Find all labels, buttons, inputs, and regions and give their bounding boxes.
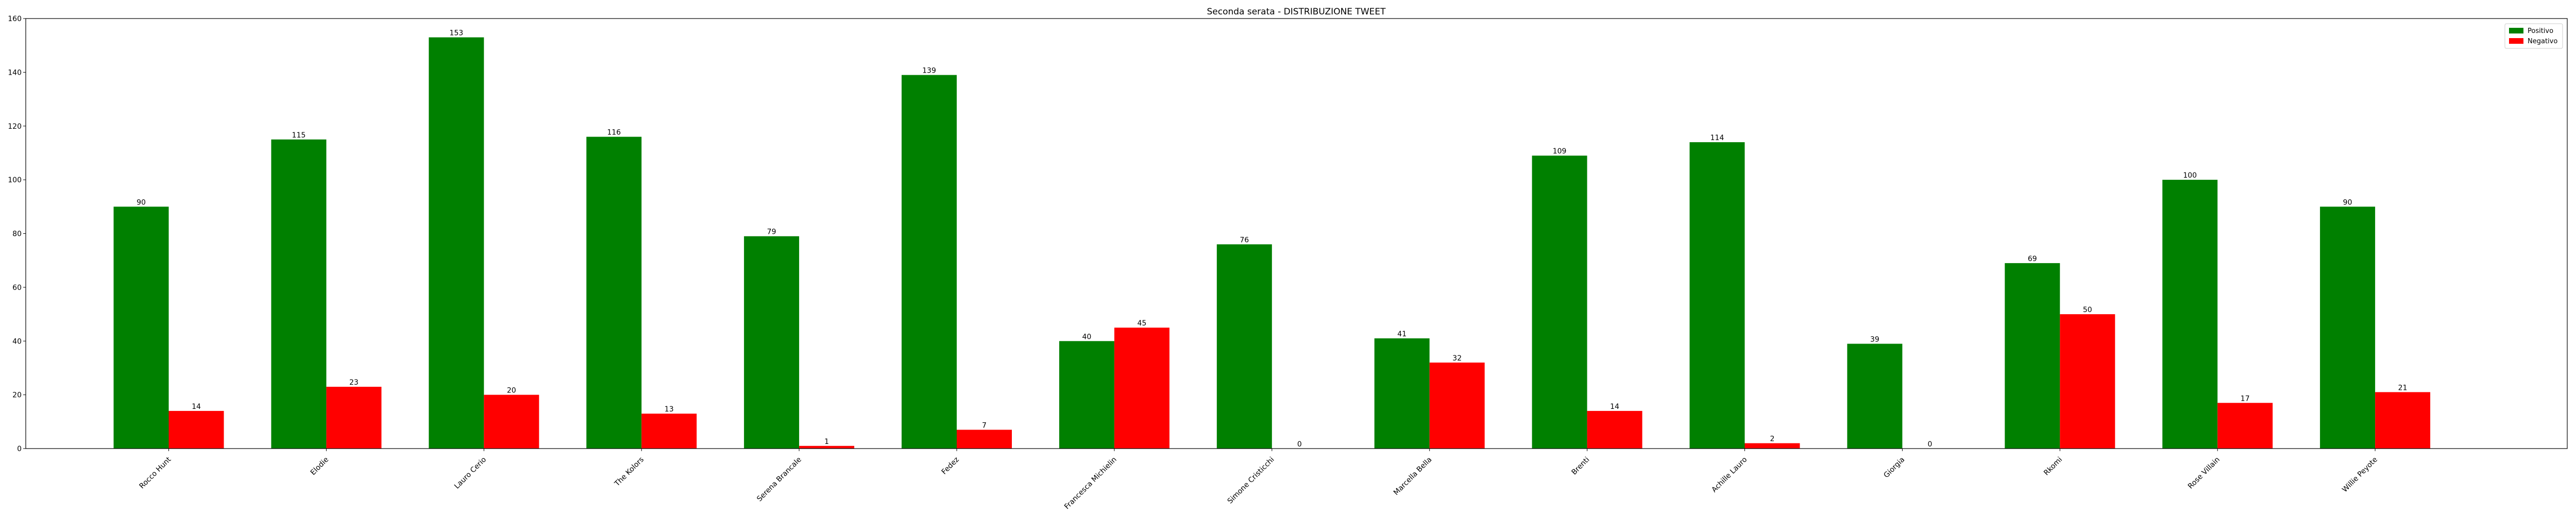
data-label-negativo-10: 2 [1770, 435, 1775, 443]
data-label-negativo-2: 20 [507, 387, 516, 395]
y-tick-label: 140 [8, 68, 22, 77]
bar-positivo-2 [429, 37, 484, 449]
bar-negativo-10 [1744, 443, 1800, 449]
data-label-positivo-6: 40 [1082, 333, 1091, 341]
y-tick-label: 80 [12, 230, 22, 238]
data-label-positivo-7: 76 [1240, 236, 1249, 244]
bar-positivo-12 [2005, 263, 2060, 449]
bar-positivo-11 [1847, 344, 1903, 449]
legend-swatch-positivo [2509, 28, 2523, 33]
data-label-negativo-13: 17 [2241, 394, 2250, 403]
bar-positivo-3 [586, 136, 642, 449]
data-label-positivo-4: 79 [767, 228, 776, 236]
y-tick-label: 0 [17, 445, 22, 453]
data-label-positivo-14: 90 [2343, 198, 2352, 207]
legend-swatch-negativo [2509, 38, 2523, 44]
data-label-positivo-11: 39 [1870, 336, 1879, 344]
data-label-positivo-9: 109 [1553, 147, 1567, 156]
bars-layer [113, 37, 2431, 449]
bar-negativo-8 [1429, 363, 1485, 449]
data-label-positivo-2: 153 [449, 29, 463, 38]
bar-negativo-4 [799, 445, 855, 449]
data-label-negativo-5: 7 [982, 422, 987, 430]
y-tick-label: 160 [8, 15, 22, 23]
bar-negativo-6 [1114, 328, 1170, 449]
bar-positivo-10 [1689, 142, 1745, 449]
bar-negativo-0 [168, 410, 224, 449]
bar-negativo-3 [641, 414, 697, 449]
data-label-positivo-5: 139 [922, 67, 936, 75]
y-tick-label: 20 [12, 391, 22, 400]
y-tick-label: 40 [12, 337, 22, 346]
y-tick-label: 60 [12, 284, 22, 292]
data-label-positivo-10: 114 [1710, 134, 1724, 142]
data-label-positivo-0: 90 [137, 198, 146, 207]
data-label-positivo-1: 115 [292, 131, 306, 140]
bar-negativo-12 [2060, 314, 2115, 449]
bar-negativo-14 [2375, 392, 2431, 449]
data-label-negativo-8: 32 [1452, 354, 1462, 363]
bar-positivo-9 [1532, 156, 1587, 449]
bar-negativo-13 [2217, 403, 2273, 449]
bar-positivo-5 [902, 75, 957, 449]
bar-positivo-8 [1374, 338, 1430, 449]
bar-positivo-1 [271, 139, 327, 449]
bar-negativo-5 [957, 430, 1012, 449]
chart-title: Seconda serata - DISTRIBUZIONE TWEET [1207, 7, 1386, 17]
data-label-positivo-3: 116 [607, 129, 621, 137]
data-label-negativo-7: 0 [1297, 440, 1302, 449]
legend: Positivo Negativo [2504, 23, 2563, 49]
data-labels-layer: 9011515311679139407641109114396910090142… [137, 29, 2407, 449]
bar-positivo-6 [1059, 341, 1114, 449]
data-label-negativo-14: 21 [2398, 384, 2408, 392]
data-label-negativo-3: 13 [665, 405, 674, 414]
data-label-negativo-11: 0 [1927, 440, 1932, 449]
data-label-negativo-12: 50 [2083, 306, 2092, 314]
data-label-positivo-13: 100 [2183, 171, 2197, 180]
bar-positivo-0 [113, 207, 169, 449]
y-tick-label: 120 [8, 123, 22, 131]
data-label-negativo-6: 45 [1137, 319, 1146, 328]
bar-positivo-13 [2162, 180, 2218, 449]
data-label-positivo-8: 41 [1397, 330, 1406, 338]
bar-positivo-7 [1216, 244, 1272, 449]
bar-positivo-14 [2320, 207, 2376, 449]
legend-label-negativo: Negativo [2528, 38, 2557, 45]
bar-negativo-9 [1587, 410, 1642, 449]
data-label-negativo-4: 1 [824, 438, 829, 446]
data-label-positivo-12: 69 [2028, 255, 2037, 263]
data-label-negativo-9: 14 [1610, 403, 1619, 411]
bar-negativo-2 [484, 394, 539, 449]
data-label-negativo-1: 23 [349, 379, 359, 387]
bar-positivo-4 [744, 236, 800, 449]
y-tick-label: 100 [8, 176, 22, 184]
legend-label-positivo: Positivo [2528, 27, 2553, 35]
data-label-negativo-0: 14 [192, 403, 201, 411]
bar-negativo-1 [326, 387, 382, 449]
